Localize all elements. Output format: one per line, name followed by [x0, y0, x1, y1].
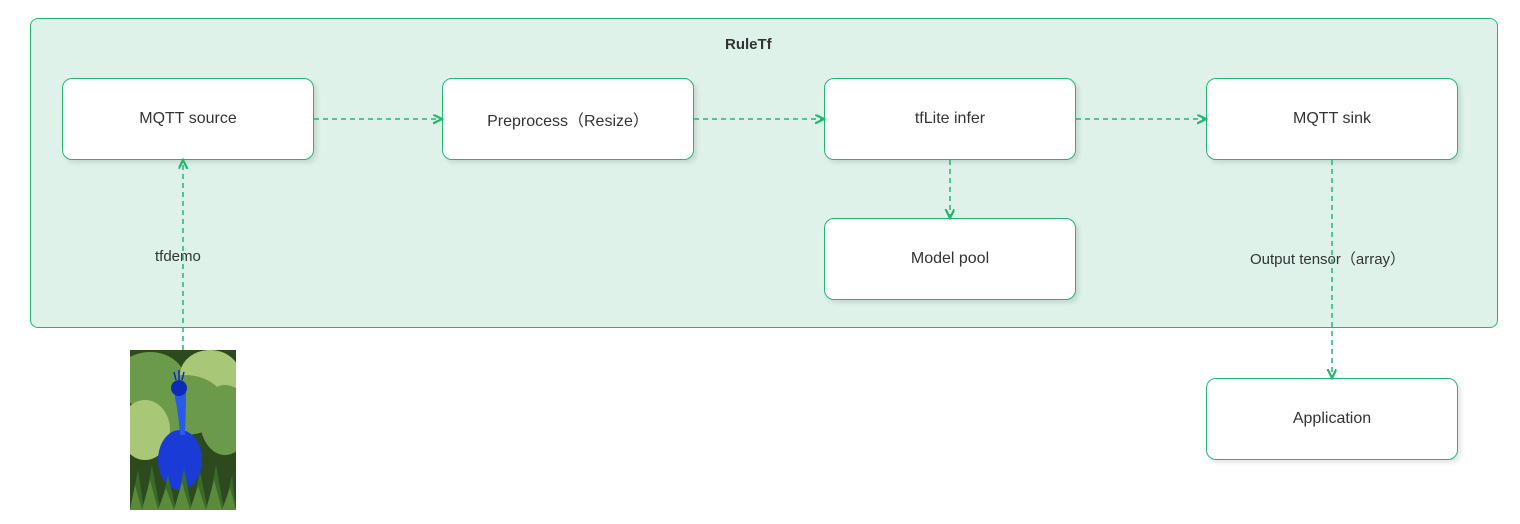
edge-label-tfdemo: tfdemo	[155, 248, 201, 265]
ruletf-container	[30, 18, 1498, 328]
node-label: tfLite infer	[915, 110, 985, 128]
node-label: MQTT source	[139, 110, 237, 128]
node-application: Application	[1206, 378, 1458, 460]
node-preprocess: Preprocess（Resize）	[442, 78, 694, 160]
node-label: Preprocess（Resize）	[487, 107, 649, 131]
peacock-photo	[130, 350, 236, 510]
node-mqtt-source: MQTT source	[62, 78, 314, 160]
node-label: Model pool	[911, 250, 989, 268]
edge-label-output: Output tensor（array）	[1250, 248, 1405, 269]
node-mqtt-sink: MQTT sink	[1206, 78, 1458, 160]
ruletf-title: RuleTf	[725, 36, 772, 53]
node-label: MQTT sink	[1293, 110, 1371, 128]
node-label: Application	[1293, 410, 1371, 428]
node-tflite: tfLite infer	[824, 78, 1076, 160]
node-model-pool: Model pool	[824, 218, 1076, 300]
